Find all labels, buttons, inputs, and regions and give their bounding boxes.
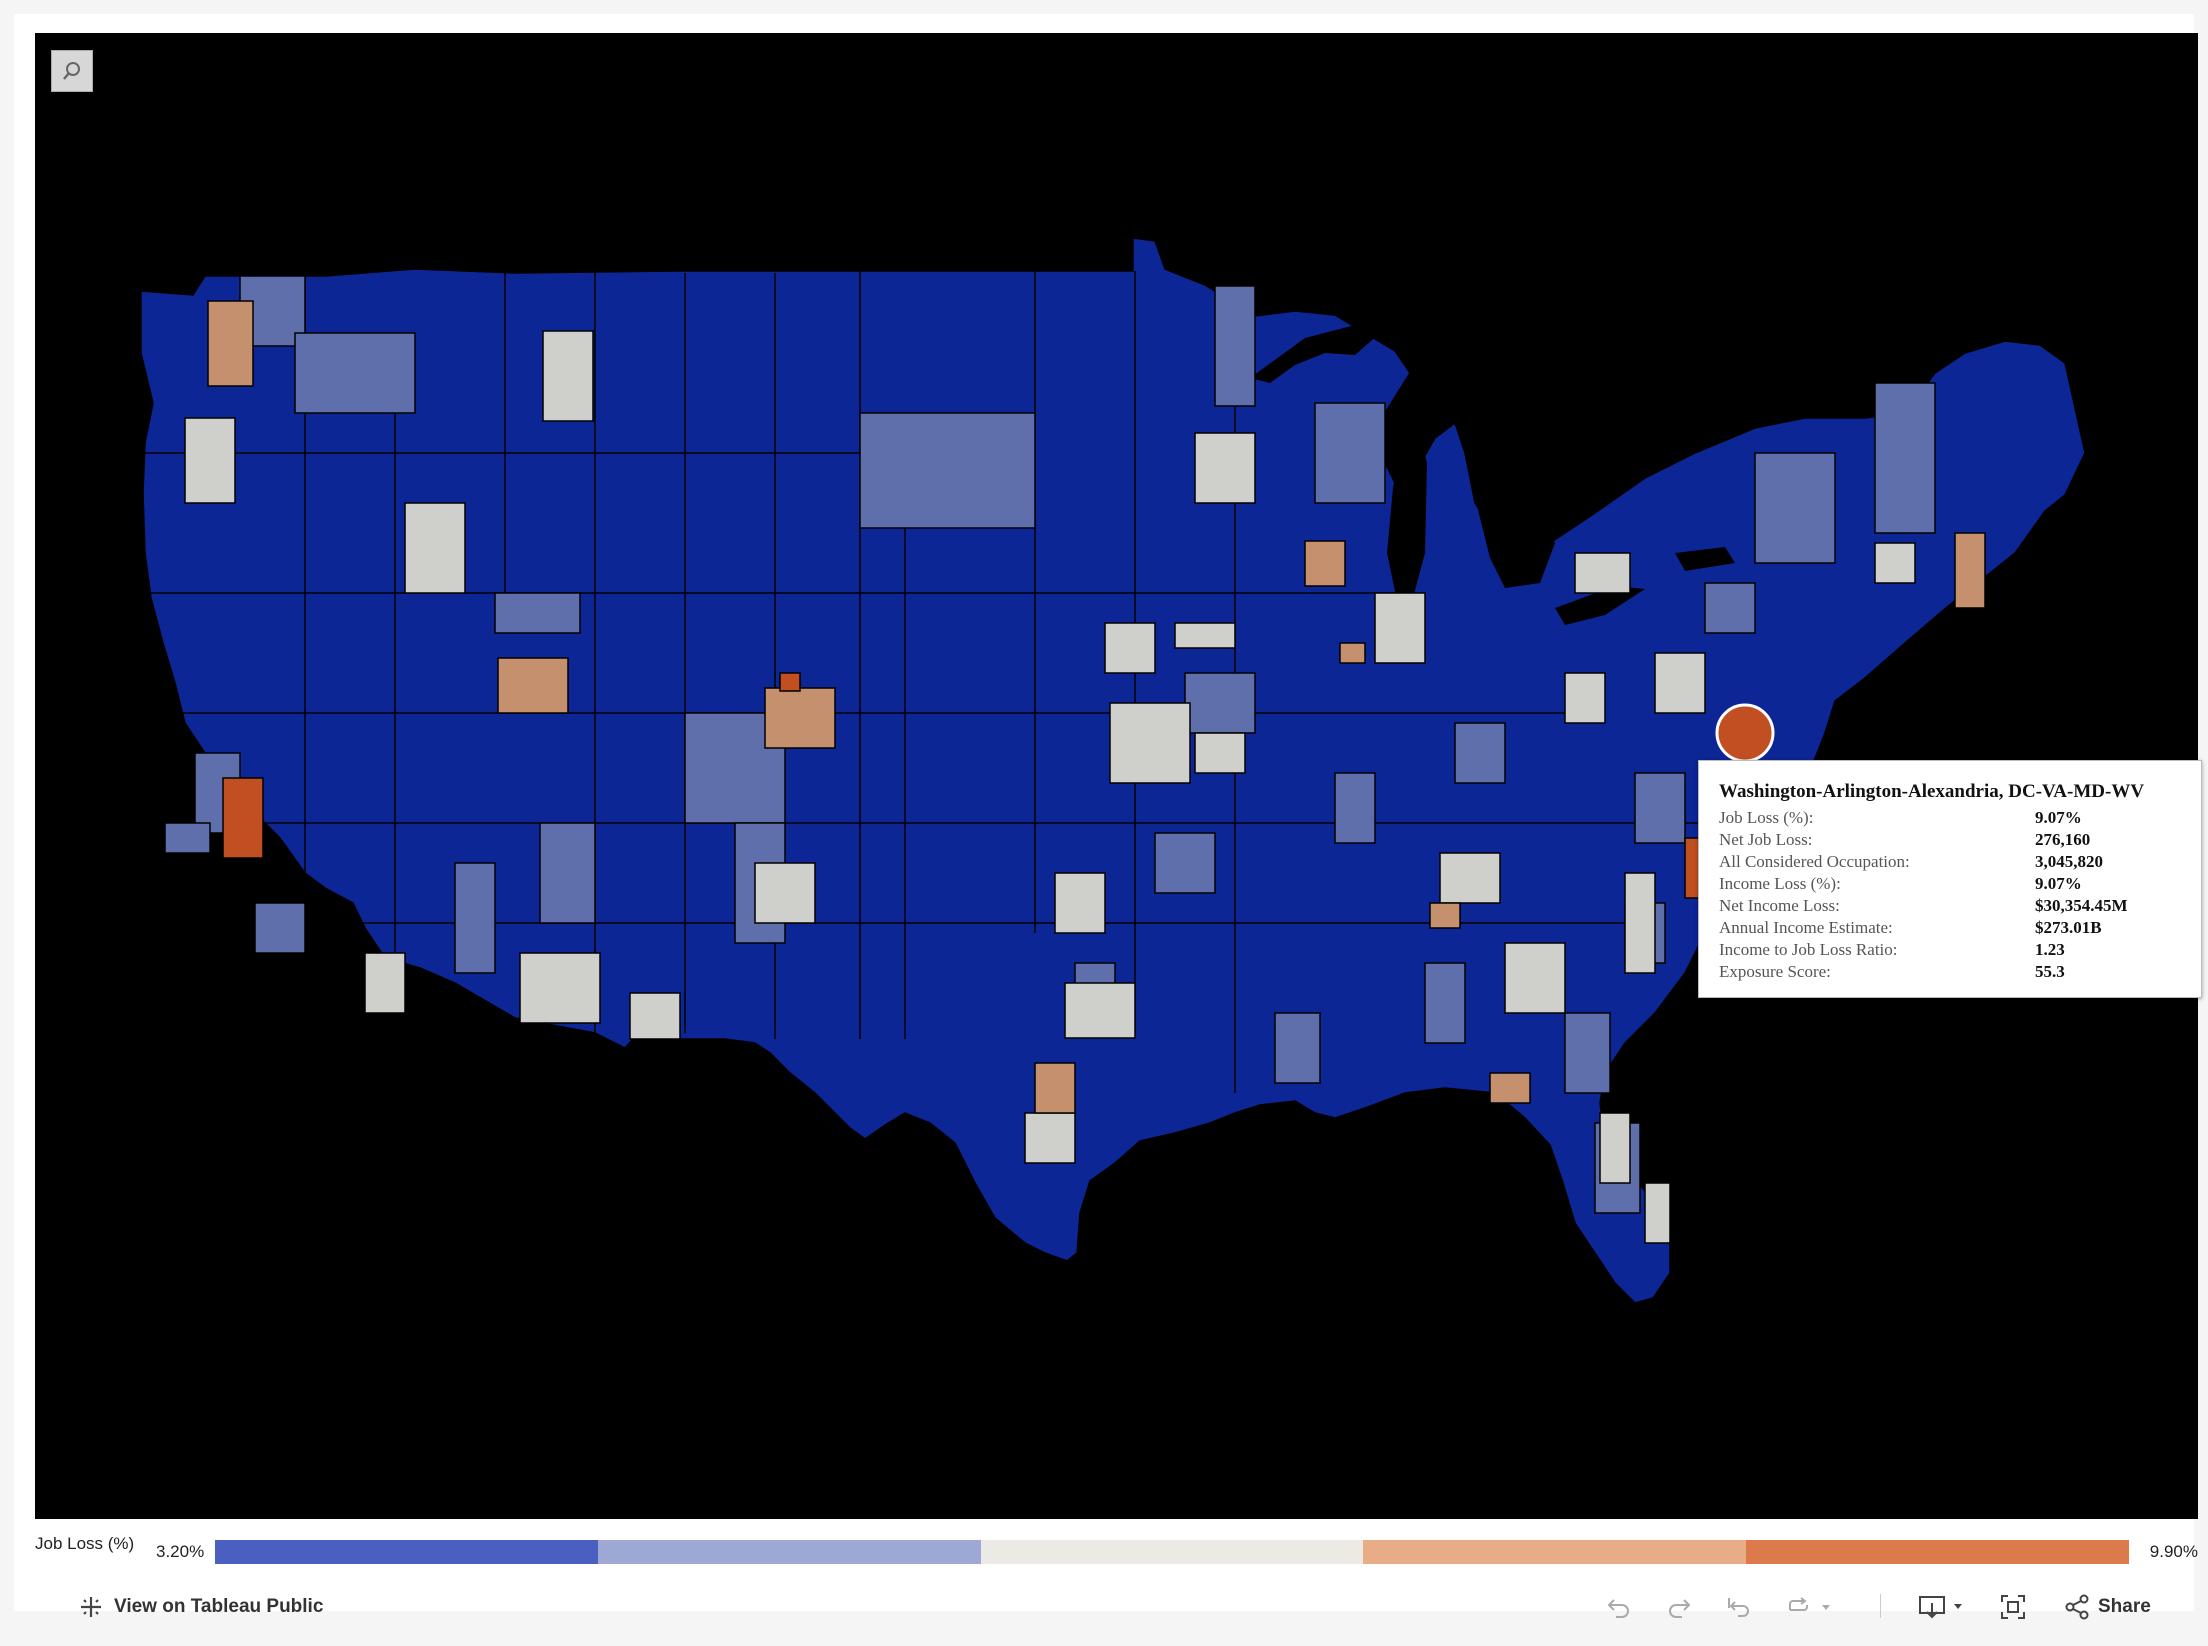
undo-button[interactable] <box>1604 1592 1634 1622</box>
tooltip-row: Net Job Loss: 276,160 <box>1719 829 2201 851</box>
lake-ontario <box>1675 547 1735 571</box>
redo-button[interactable] <box>1664 1592 1694 1622</box>
tooltip-value: 9.07% <box>2035 874 2082 893</box>
tooltip-label: Net Job Loss: <box>1719 830 1813 849</box>
share-icon <box>2065 1594 2089 1620</box>
regions-mid <box>184 330 1916 1244</box>
legend-step-1 <box>215 1540 598 1564</box>
legend-title: Job Loss (%) <box>35 1534 135 1553</box>
legend-step-3 <box>980 1540 1364 1564</box>
tooltip-value: 276,160 <box>2035 830 2091 849</box>
tableau-logo-icon <box>81 1597 101 1617</box>
view-on-tableau-label: View on Tableau Public <box>114 1596 324 1617</box>
tooltip-value: $273.01B <box>2035 918 2102 937</box>
lake-erie <box>1555 586 1645 625</box>
tooltip-value: 3,045,820 <box>2035 852 2103 871</box>
tooltip-value: 9.07% <box>2035 808 2082 827</box>
map-search-button[interactable] <box>51 50 93 92</box>
color-legend: Job Loss (%) 3.20% 9.90% <box>35 1532 2198 1568</box>
legend-step-2 <box>597 1540 981 1564</box>
tooltip-label: Exposure Score: <box>1719 962 1831 981</box>
legend-min-label: 3.20% <box>156 1542 205 1561</box>
redo-icon <box>1669 1599 1691 1618</box>
tooltip-value: 1.23 <box>2035 940 2065 959</box>
tooltip-label: Net Income Loss: <box>1719 896 1840 915</box>
refresh-button[interactable] <box>1784 1592 1834 1622</box>
legend-step-4 <box>1363 1540 1747 1564</box>
us-map[interactable] <box>35 33 2198 1519</box>
revert-icon <box>1728 1598 1749 1617</box>
legend-max-label: 9.90% <box>2149 1542 2198 1561</box>
lake-huron <box>1475 488 1555 588</box>
tooltip-label: Annual Income Estimate: <box>1719 918 1893 937</box>
tooltip-row: All Considered Occupation: 3,045,820 <box>1719 851 2201 873</box>
tooltip-label: All Considered Occupation: <box>1719 852 1910 871</box>
search-icon <box>63 62 80 80</box>
tooltip-value: $30,354.45M <box>2035 896 2128 915</box>
lake-michigan <box>1387 423 1427 601</box>
tooltip-value: 55.3 <box>2035 962 2065 981</box>
tooltip-row: Annual Income Estimate: $273.01B <box>1719 917 2201 939</box>
tooltip-row: Job Loss (%): 9.07% <box>1719 807 2201 829</box>
map-tooltip: Washington-Arlington-Alexandria, DC-VA-M… <box>1698 760 2202 998</box>
fullscreen-button[interactable] <box>1998 1592 2028 1622</box>
toolbar-separator <box>1880 1594 1881 1618</box>
download-button[interactable] <box>1916 1592 1970 1622</box>
tooltip-label: Income to Job Loss Ratio: <box>1719 940 1898 959</box>
tooltip-label: Job Loss (%): <box>1719 808 1814 827</box>
tooltip-label: Income Loss (%): <box>1719 874 1841 893</box>
download-icon <box>1919 1596 1962 1619</box>
tooltip-title: Washington-Arlington-Alexandria, DC-VA-M… <box>1719 781 2145 802</box>
fullscreen-icon <box>2001 1595 2025 1619</box>
share-button[interactable]: Share <box>2064 1594 2151 1620</box>
tooltip-row: Net Income Loss: $30,354.45M <box>1719 895 2201 917</box>
undo-icon <box>1607 1599 1629 1618</box>
tooltip-row: Income to Job Loss Ratio: 1.23 <box>1719 939 2201 961</box>
regions-high-mid <box>207 300 1986 1114</box>
viz-frame: Washington-Arlington-Alexandria, DC-VA-M… <box>14 14 2202 1620</box>
refresh-dropdown-icon <box>1789 1597 1830 1611</box>
legend-step-5 <box>1746 1540 2129 1564</box>
tooltip-row: Exposure Score: 55.3 <box>1719 961 2201 983</box>
view-on-tableau-link[interactable]: View on Tableau Public <box>78 1594 323 1620</box>
revert-button[interactable] <box>1724 1592 1754 1622</box>
legend-color-bar <box>215 1540 2129 1564</box>
lake-superior <box>1250 325 1380 383</box>
share-label: Share <box>2098 1596 2151 1617</box>
tooltip-row: Income Loss (%): 9.07% <box>1719 873 2201 895</box>
tableau-toolbar: View on Tableau Public Share <box>28 1574 2208 1634</box>
